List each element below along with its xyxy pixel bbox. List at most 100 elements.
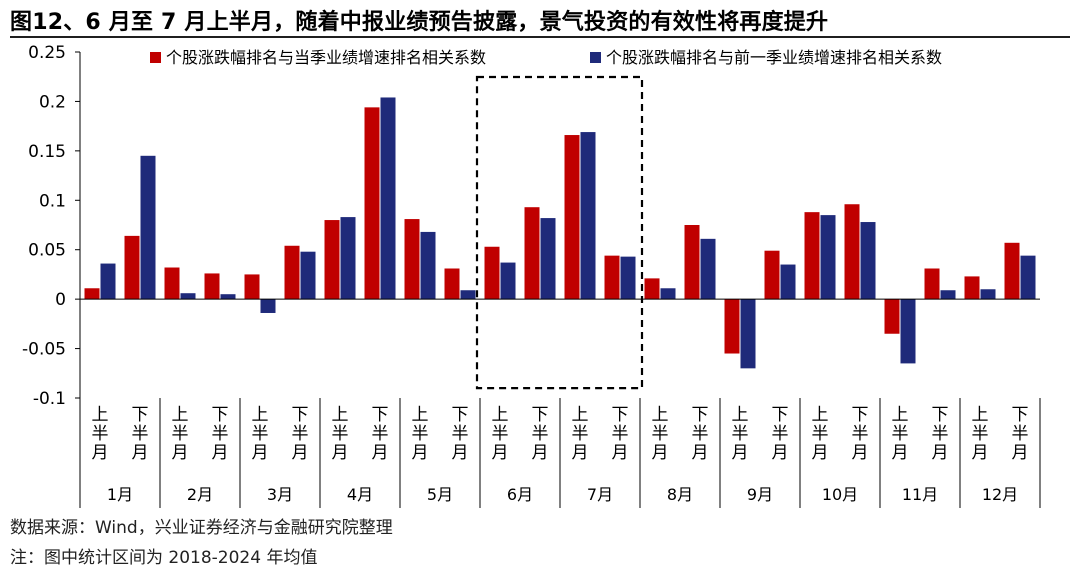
half-month-label: 上半月 bbox=[652, 405, 669, 463]
bar-series1 bbox=[444, 268, 460, 300]
bar-series1 bbox=[404, 219, 420, 300]
bar-series2 bbox=[220, 294, 236, 300]
bar-series1 bbox=[964, 276, 980, 300]
half-month-label: 上半月 bbox=[92, 405, 109, 463]
half-month-label: 上半月 bbox=[732, 405, 749, 463]
bar-series2 bbox=[540, 218, 556, 300]
bar-series1 bbox=[804, 212, 820, 300]
bar-series2 bbox=[1020, 255, 1036, 300]
bar-series1 bbox=[124, 235, 140, 300]
bar-series1 bbox=[164, 267, 180, 300]
y-tick-label: 0.2 bbox=[39, 92, 66, 112]
bar-series2 bbox=[700, 238, 716, 300]
month-label: 3月 bbox=[267, 485, 293, 504]
month-label: 4月 bbox=[347, 485, 373, 504]
bar-series2 bbox=[580, 132, 596, 300]
month-label: 6月 bbox=[507, 485, 533, 504]
chart-title: 图12、6 月至 7 月上半月，随着中报业绩预告披露，景气投资的有效性将再度提升 bbox=[10, 10, 829, 35]
bar-series2 bbox=[940, 290, 956, 300]
half-month-label: 下半月 bbox=[852, 405, 869, 463]
month-label: 10月 bbox=[822, 485, 858, 504]
source-note: 数据来源：Wind，兴业证券经济与金融研究院整理 bbox=[10, 518, 393, 538]
bar-series1 bbox=[244, 274, 260, 300]
bar-series1 bbox=[1004, 242, 1020, 300]
half-month-label: 上半月 bbox=[252, 405, 269, 463]
bar-series1 bbox=[564, 135, 580, 300]
y-tick-label: 0.25 bbox=[28, 43, 66, 63]
period-note: 注：图中统计区间为 2018-2024 年均值 bbox=[10, 548, 318, 568]
month-label: 2月 bbox=[187, 485, 213, 504]
month-label: 12月 bbox=[982, 485, 1018, 504]
half-month-label: 下半月 bbox=[452, 405, 469, 463]
y-tick-label: 0.15 bbox=[28, 142, 66, 162]
bar-series2 bbox=[300, 251, 316, 300]
bar-series1 bbox=[364, 107, 380, 300]
y-tick-label: 0.1 bbox=[39, 191, 66, 211]
half-month-label: 下半月 bbox=[612, 405, 629, 463]
half-month-label: 下半月 bbox=[372, 405, 389, 463]
month-label: 1月 bbox=[107, 485, 133, 504]
half-month-label: 上半月 bbox=[892, 405, 909, 463]
legend-label: 个股涨跌幅排名与当季业绩增速排名相关系数 bbox=[166, 48, 486, 67]
bar-series2 bbox=[340, 217, 356, 300]
highlight-box bbox=[475, 75, 644, 390]
bar-series1 bbox=[84, 288, 100, 300]
legend-label: 个股涨跌幅排名与前一季业绩增速排名相关系数 bbox=[606, 48, 942, 67]
bar-series1 bbox=[604, 255, 620, 300]
bar-series1 bbox=[764, 250, 780, 300]
bar-series1 bbox=[924, 268, 940, 300]
bar-series1 bbox=[324, 220, 340, 300]
month-label: 8月 bbox=[667, 485, 693, 504]
bar-series2 bbox=[740, 299, 756, 369]
legend-swatch bbox=[150, 52, 161, 63]
y-tick-label: -0.05 bbox=[22, 340, 66, 360]
bar-series2 bbox=[900, 299, 916, 364]
month-label: 5月 bbox=[427, 485, 453, 504]
y-tick-label: 0 bbox=[55, 290, 66, 310]
bar-series1 bbox=[484, 246, 500, 300]
bar-chart: -0.1 -0.05 0 0.05 0.1 0.15 0.2 0.25 上半月 下半月 上半月 下半月… bbox=[22, 43, 1041, 508]
half-month-label: 上半月 bbox=[812, 405, 829, 463]
half-month-label: 下半月 bbox=[292, 405, 309, 463]
y-tick-label: 0.05 bbox=[28, 241, 66, 261]
month-label: 11月 bbox=[902, 485, 938, 504]
half-month-label: 下半月 bbox=[932, 405, 949, 463]
y-tick-label: -0.1 bbox=[33, 389, 66, 409]
half-month-label: 上半月 bbox=[492, 405, 509, 463]
bar-series1 bbox=[724, 299, 740, 354]
bar-series2 bbox=[780, 264, 796, 300]
half-month-label: 上半月 bbox=[572, 405, 589, 463]
half-month-label: 上半月 bbox=[412, 405, 429, 463]
bar-series2 bbox=[980, 289, 996, 300]
half-month-label: 下半月 bbox=[772, 405, 789, 463]
bar-series2 bbox=[460, 290, 476, 300]
bar-series2 bbox=[100, 263, 116, 300]
bar-series2 bbox=[420, 231, 436, 300]
bar-series1 bbox=[884, 299, 900, 334]
half-month-label: 下半月 bbox=[1012, 405, 1029, 463]
bar-series2 bbox=[260, 299, 276, 313]
bar-series1 bbox=[204, 273, 220, 300]
bar-series2 bbox=[860, 222, 876, 300]
bar-series2 bbox=[500, 262, 516, 300]
bar-series2 bbox=[820, 215, 836, 300]
bar-series1 bbox=[844, 204, 860, 300]
bar-series1 bbox=[644, 278, 660, 300]
bar-series2 bbox=[140, 155, 156, 300]
bar-series1 bbox=[524, 207, 540, 300]
bar-series2 bbox=[620, 256, 636, 300]
month-label: 9月 bbox=[747, 485, 773, 504]
half-month-label: 下半月 bbox=[692, 405, 709, 463]
bar-series2 bbox=[380, 97, 396, 300]
month-label: 7月 bbox=[587, 485, 613, 504]
bar-series1 bbox=[684, 225, 700, 300]
bar-series2 bbox=[180, 293, 196, 300]
half-month-label: 上半月 bbox=[972, 405, 989, 463]
legend-swatch bbox=[590, 52, 601, 63]
bar-series2 bbox=[660, 288, 676, 300]
half-month-label: 上半月 bbox=[172, 405, 189, 463]
half-month-label: 上半月 bbox=[332, 405, 349, 463]
bar-series1 bbox=[284, 245, 300, 300]
half-month-label: 下半月 bbox=[532, 405, 549, 463]
